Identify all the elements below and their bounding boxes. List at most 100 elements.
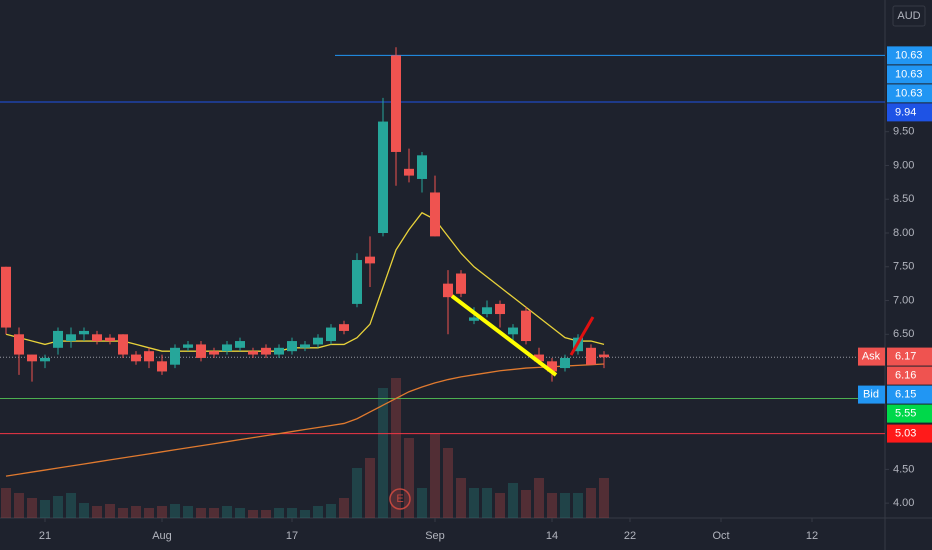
volume-bar [209,508,219,518]
volume-bar [118,508,128,518]
candle-body [287,341,297,352]
volume-bar [391,378,401,518]
x-tick-label: 21 [39,530,51,542]
price-label-box [887,65,932,84]
candle-body [586,347,596,365]
y-tick-label: 4.50 [893,463,914,475]
volume-bar [300,510,310,518]
candle-body [274,347,284,355]
event-label: E [396,493,403,505]
trend-drawing [450,294,558,377]
x-tick-label: Oct [712,530,729,542]
candle-body [456,273,466,294]
volume-bar [183,506,193,518]
volume-bar [560,493,570,518]
volume-bar [417,488,427,518]
price-label-box [887,84,932,103]
y-tick-label: 7.50 [893,261,914,273]
x-tick-label: Aug [152,530,172,542]
volume-bar [378,388,388,518]
volume-bar [326,504,336,518]
y-tick-label: 9.00 [893,159,914,171]
price-label: 9.94 [895,106,916,118]
volume-bar [66,493,76,518]
candle-body [131,354,141,362]
volume-bar [456,478,466,518]
volume-bar [261,510,271,518]
trend-drawing [569,316,595,356]
price-tag: Bid [863,388,879,400]
volume-bar [443,448,453,518]
candle-body [313,337,323,345]
volume-bar [287,508,297,518]
candle-body [521,310,531,342]
plot-area [0,47,885,518]
volume-bar [157,506,167,518]
candle-body [300,344,310,348]
candle-body [482,307,492,315]
volume-bar [53,496,63,518]
candle-body [66,334,76,342]
candle-body [508,327,518,335]
candle-body [144,351,154,362]
volume-bar [14,493,24,518]
candle-body [443,283,453,298]
volume-bar [196,508,206,518]
candle-body [417,155,427,179]
x-tick-label: Sep [425,530,445,542]
volume-bar [573,493,583,518]
volume-bar [586,488,596,518]
candle-body [391,55,401,152]
candle-body [495,303,505,315]
price-label-box [887,103,932,122]
candle-body [469,317,479,321]
volume-bar [482,488,492,518]
candle-body [92,334,102,342]
x-tick-label: 22 [624,530,636,542]
candle-body [157,361,167,372]
volume-bar [92,506,102,518]
event-marker[interactable] [389,488,411,510]
x-tick-label: 17 [286,530,298,542]
price-label: 10.63 [895,68,923,80]
volume-bar [521,490,531,518]
y-tick-label: 6.50 [893,328,914,340]
candle-body [209,351,219,355]
volume-bar [339,498,349,518]
volume-bar [40,500,50,518]
candle-body [547,361,557,372]
price-label-box [887,366,932,385]
price-label-box [887,424,932,443]
volume-bar [144,508,154,518]
candle-body [170,347,180,365]
x-tick-label: 12 [806,530,818,542]
candle-body [326,327,336,342]
candle-body [560,357,570,369]
candle-body [365,256,375,264]
candle-body [248,351,258,355]
price-tag-box [858,385,885,404]
y-tick-label: 7.00 [893,294,914,306]
candle-body [79,330,89,335]
volume-bar [222,506,232,518]
candle-body [118,334,128,355]
price-label: 5.03 [895,427,916,439]
y-tick-label: 4.00 [893,497,914,509]
candle-body [196,344,206,358]
volume-bar [365,458,375,518]
candle-body [352,260,362,304]
price-label: 6.15 [895,388,916,400]
currency: AUD [897,10,920,22]
candle-body [404,168,414,176]
price-label: 6.17 [895,350,916,362]
candle-body [599,354,609,358]
candle-body [53,330,63,348]
candle-body [534,354,544,362]
volume-bar [274,508,284,518]
candle-body [378,121,388,233]
x-tick-label: 14 [546,530,558,542]
currency-box[interactable] [892,5,926,27]
candle-body [14,334,24,355]
y-tick-label: 9.50 [893,126,914,138]
candle-body [261,347,271,355]
